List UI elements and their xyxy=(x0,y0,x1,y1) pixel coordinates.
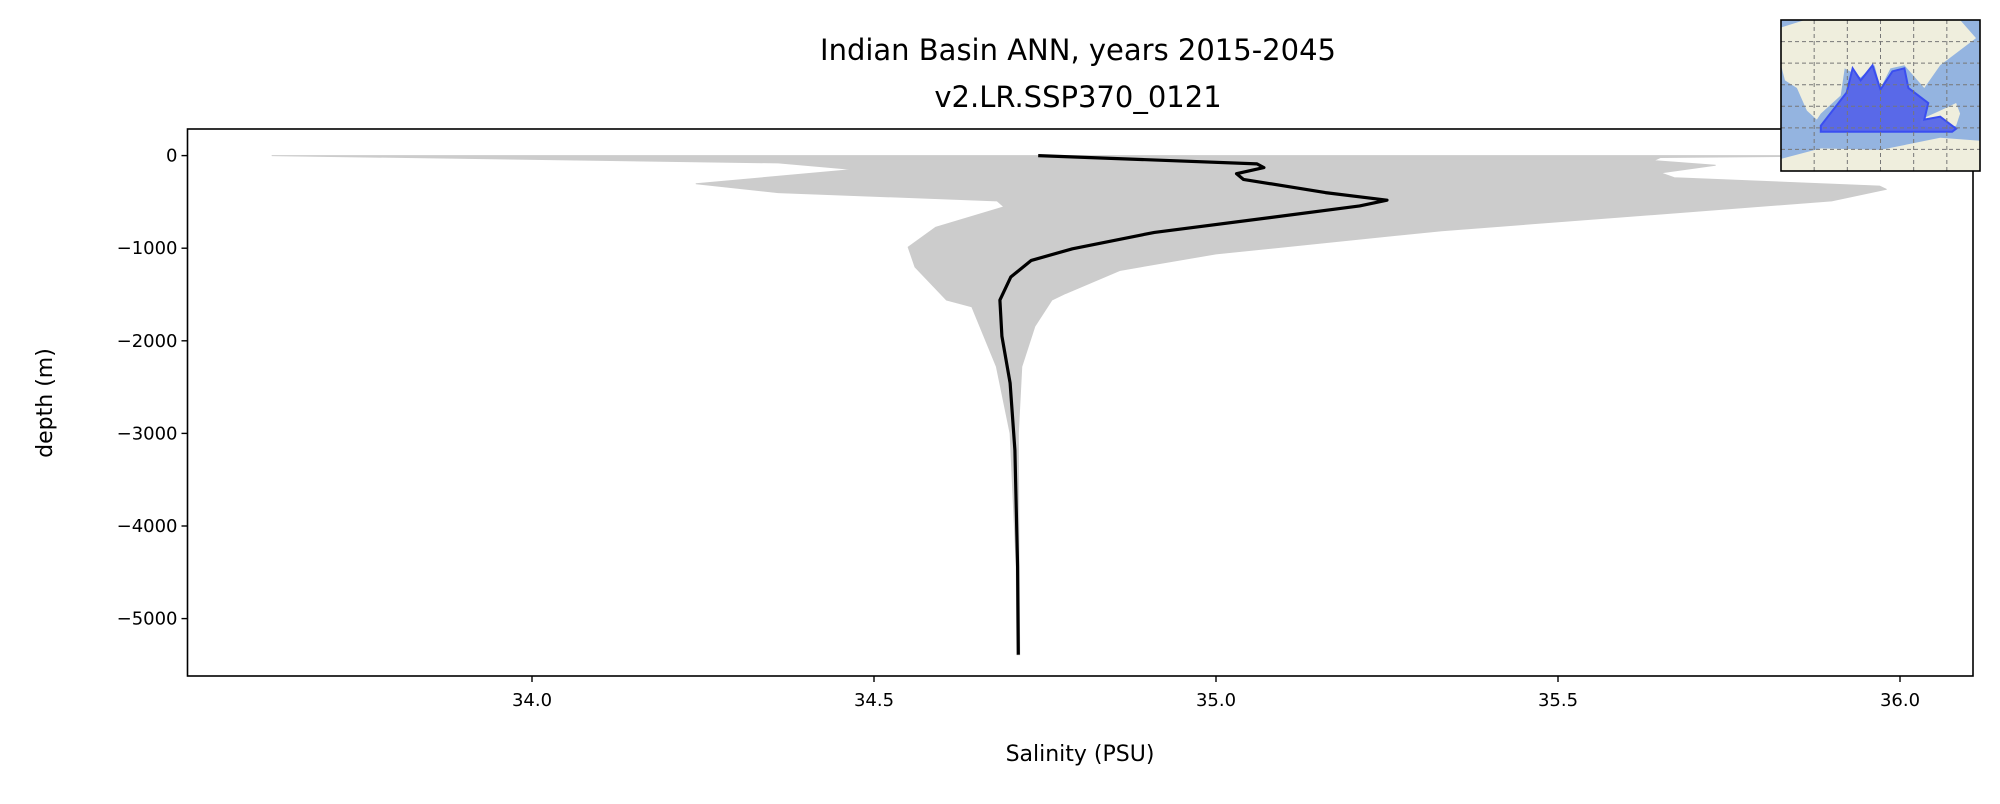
range-envelope xyxy=(271,155,1901,656)
inset-indian-basin-region xyxy=(1819,63,1958,133)
y-tick-label: 0 xyxy=(166,146,177,167)
inset-basin-map xyxy=(1780,19,1981,172)
mean-profile-line xyxy=(998,154,1389,655)
x-axis: 34.0 34.5 35.0 35.5 36.0 xyxy=(512,676,1920,711)
x-tick-label: 35.0 xyxy=(1196,690,1236,711)
inset-frame xyxy=(1780,19,1981,172)
axes-frame xyxy=(186,128,1974,677)
x-tick-label: 34.0 xyxy=(512,690,552,711)
y-tick-label: −1000 xyxy=(117,238,178,259)
y-tick-label: −2000 xyxy=(117,331,178,352)
chart-subtitle: v2.LR.SSP370_0121 xyxy=(934,80,1221,114)
y-axis-label: depth (m) xyxy=(33,348,58,458)
x-tick-label: 36.0 xyxy=(1880,690,1920,711)
y-tick-label: −4000 xyxy=(117,516,178,537)
plot-area xyxy=(271,154,1901,656)
x-axis-label: Salinity (PSU) xyxy=(1006,742,1155,767)
x-tick-label: 34.5 xyxy=(854,690,894,711)
y-tick-label: −5000 xyxy=(117,609,178,630)
x-tick-label: 35.5 xyxy=(1538,690,1578,711)
inset-land-afro-eurasia xyxy=(1781,20,1977,120)
y-tick-label: −3000 xyxy=(117,423,178,444)
y-axis: 0 −1000 −2000 −3000 −4000 −5000 xyxy=(117,146,188,630)
chart-title: Indian Basin ANN, years 2015-2045 xyxy=(820,33,1336,67)
